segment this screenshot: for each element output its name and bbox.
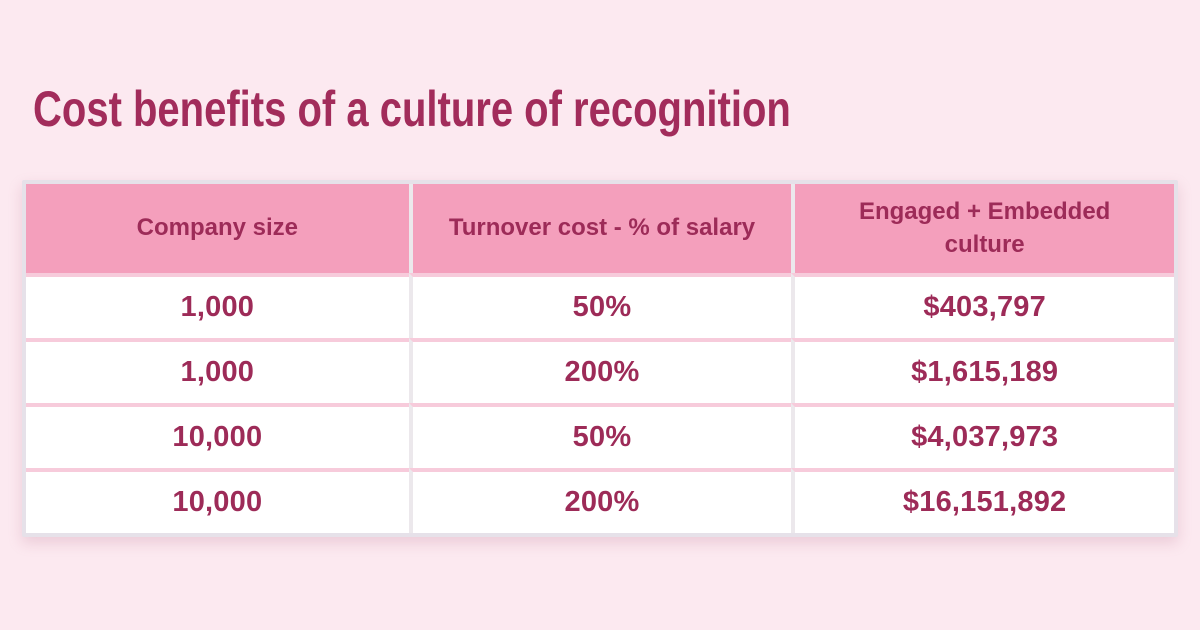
table-row: 10,000 50% $4,037,973 (26, 403, 1174, 468)
column-header-label: Turnover cost - % of salary (448, 214, 756, 242)
column-header-label: Engaged + Embedded culture (858, 198, 1111, 258)
cell-turnover-cost: 50% (408, 403, 792, 468)
column-header-label: Company size (136, 214, 299, 242)
cell-company-size: 1,000 (26, 338, 409, 403)
cell-turnover-cost: 200% (408, 468, 792, 533)
cell-engaged-embedded-value: $4,037,973 (791, 403, 1174, 468)
page-title: Cost benefits of a culture of recognitio… (33, 81, 791, 137)
table-row: 1,000 200% $1,615,189 (26, 338, 1174, 403)
table-row: 10,000 200% $16,151,892 (26, 468, 1174, 533)
cell-company-size: 1,000 (26, 273, 409, 338)
cell-engaged-embedded-value: $403,797 (791, 273, 1174, 338)
table-row: 1,000 50% $403,797 (26, 273, 1174, 338)
cell-engaged-embedded-value: $1,615,189 (791, 338, 1174, 403)
column-header-engaged-embedded-culture: Engaged + Embedded culture (791, 184, 1174, 273)
cell-turnover-cost: 200% (408, 338, 792, 403)
table-header-row: Company size Turnover cost - % of salary… (26, 184, 1174, 273)
column-header-company-size: Company size (26, 184, 409, 273)
cell-company-size: 10,000 (26, 403, 409, 468)
column-header-turnover-cost: Turnover cost - % of salary (408, 184, 792, 273)
cell-turnover-cost: 50% (408, 273, 792, 338)
cell-company-size: 10,000 (26, 468, 409, 533)
cost-benefits-table: Company size Turnover cost - % of salary… (22, 180, 1178, 537)
cell-engaged-embedded-value: $16,151,892 (791, 468, 1174, 533)
